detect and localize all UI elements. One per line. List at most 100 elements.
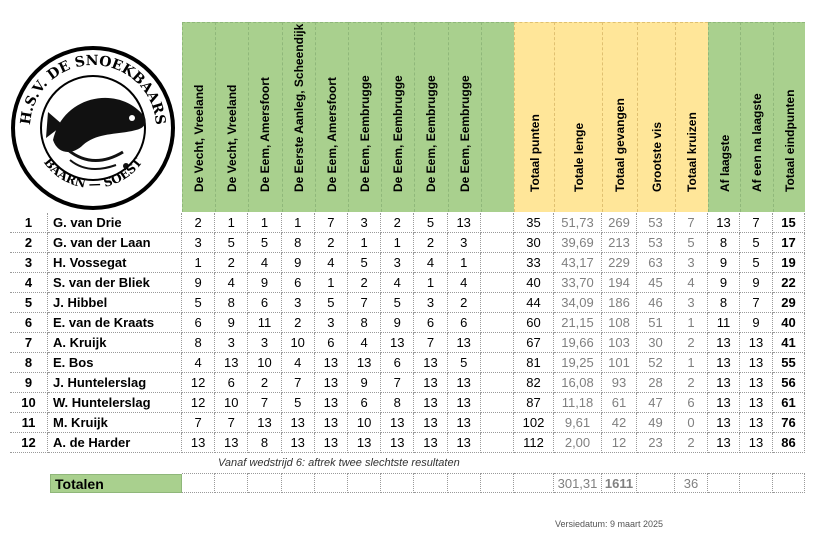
venue-score: 3 bbox=[248, 333, 282, 353]
header-stat-3: Totaal gevangen bbox=[602, 22, 637, 212]
drop-lowest: 13 bbox=[708, 373, 740, 393]
venue-score: 13 bbox=[281, 433, 315, 453]
final-points: 17 bbox=[773, 233, 805, 253]
header-venue-5: De Eem, Amersfoort bbox=[314, 22, 348, 212]
totals-label: Totalen bbox=[50, 474, 182, 493]
venue-score bbox=[480, 313, 514, 333]
total-crosses: 2 bbox=[675, 433, 708, 453]
venue-score: 6 bbox=[281, 273, 315, 293]
venue-score: 6 bbox=[314, 333, 348, 353]
venue-score: 13 bbox=[248, 413, 282, 433]
drop-lowest: 13 bbox=[708, 413, 740, 433]
total-caught: 213 bbox=[602, 233, 637, 253]
header-final-2-label: Af een na laagste bbox=[750, 93, 764, 192]
venue-score: 6 bbox=[348, 393, 382, 413]
final-points: 86 bbox=[773, 433, 805, 453]
total-points: 40 bbox=[514, 273, 554, 293]
venue-score: 10 bbox=[248, 353, 282, 373]
total-crosses: 2 bbox=[675, 373, 708, 393]
venue-score: 1 bbox=[414, 273, 448, 293]
angler-name: E. van de Kraats bbox=[48, 313, 182, 333]
header-stat-1: Totaal punten bbox=[514, 22, 554, 212]
table-row: 3 H. Vossegat 1 2 4 9 4 5 3 4 1 33 43,17 229 63 3 9 5 19 bbox=[10, 253, 810, 273]
biggest-fish: 53 bbox=[637, 213, 675, 233]
total-length: 33,70 bbox=[554, 273, 602, 293]
biggest-fish: 49 bbox=[637, 413, 675, 433]
header-stat-5: Totaal kruizen bbox=[675, 22, 708, 212]
biggest-fish: 52 bbox=[637, 353, 675, 373]
venue-score: 1 bbox=[182, 253, 216, 273]
venue-score: 2 bbox=[248, 373, 282, 393]
venue-score: 1 bbox=[248, 213, 282, 233]
header-venue-5-label: De Eem, Amersfoort bbox=[324, 77, 339, 192]
drop-second-lowest: 5 bbox=[740, 253, 773, 273]
final-points: 15 bbox=[773, 213, 805, 233]
venue-score: 2 bbox=[381, 213, 415, 233]
angler-name: J. Huntelerslag bbox=[48, 373, 182, 393]
venue-score: 3 bbox=[215, 333, 249, 353]
totals-length: 301,31 bbox=[554, 473, 602, 493]
venue-score: 3 bbox=[447, 233, 481, 253]
rank-cell: 5 bbox=[10, 293, 48, 313]
rank-cell: 3 bbox=[10, 253, 48, 273]
header-final-1-label: Af laagste bbox=[717, 134, 732, 192]
venue-score: 2 bbox=[281, 313, 315, 333]
venue-score: 1 bbox=[447, 253, 481, 273]
venue-score: 5 bbox=[447, 353, 481, 373]
final-points: 41 bbox=[773, 333, 805, 353]
venue-score: 2 bbox=[348, 273, 382, 293]
totals-row: 301,31 1611 36 bbox=[10, 473, 810, 493]
header-venue-4-label: De Eerste Aanleg, Scheendijk bbox=[291, 23, 306, 192]
header-venue-8-label: De Eem, Eembrugge bbox=[424, 75, 439, 192]
venue-score: 7 bbox=[182, 413, 216, 433]
header-stat-3-label: Totaal gevangen bbox=[613, 98, 627, 192]
total-points: 102 bbox=[514, 413, 554, 433]
header-venue-10 bbox=[480, 22, 514, 212]
header-venue-3-label: De Eem, Amersfoort bbox=[258, 77, 273, 192]
final-points: 56 bbox=[773, 373, 805, 393]
total-crosses: 1 bbox=[675, 353, 708, 373]
venue-score: 7 bbox=[281, 373, 315, 393]
venue-score: 10 bbox=[348, 413, 382, 433]
header-stat-4: Grootste vis bbox=[637, 22, 675, 212]
venue-score: 6 bbox=[447, 313, 481, 333]
venue-score bbox=[480, 353, 514, 373]
venue-score: 3 bbox=[348, 213, 382, 233]
header-venue-4: De Eerste Aanleg, Scheendijk bbox=[281, 22, 315, 212]
venue-score: 5 bbox=[215, 233, 249, 253]
venue-score: 2 bbox=[314, 233, 348, 253]
total-caught: 101 bbox=[602, 353, 637, 373]
venue-score: 13 bbox=[215, 353, 249, 373]
venue-score: 2 bbox=[447, 293, 481, 313]
venue-score bbox=[480, 393, 514, 413]
venue-score: 8 bbox=[381, 393, 415, 413]
table-row: 11 M. Kruijk 7 7 13 13 13 10 13 13 13 102 9,61 42 49 0 1… bbox=[10, 413, 810, 433]
venue-score: 13 bbox=[314, 433, 348, 453]
venue-score: 3 bbox=[314, 313, 348, 333]
total-crosses: 6 bbox=[675, 393, 708, 413]
drop-second-lowest: 9 bbox=[740, 313, 773, 333]
totals-cell bbox=[215, 473, 249, 493]
header-final-3: Totaal eindpunten bbox=[773, 22, 805, 212]
venue-score: 6 bbox=[381, 353, 415, 373]
totals-cell bbox=[447, 473, 481, 493]
venue-score: 5 bbox=[248, 233, 282, 253]
venue-score: 8 bbox=[281, 233, 315, 253]
total-length: 39,69 bbox=[554, 233, 602, 253]
venue-score: 5 bbox=[281, 393, 315, 413]
venue-score: 13 bbox=[447, 213, 481, 233]
biggest-fish: 46 bbox=[637, 293, 675, 313]
angler-name: M. Kruijk bbox=[48, 413, 182, 433]
version-date: Versiedatum: 9 maart 2025 bbox=[555, 519, 664, 529]
venue-score: 11 bbox=[248, 313, 282, 333]
venue-score: 8 bbox=[182, 333, 216, 353]
venue-score: 7 bbox=[314, 213, 348, 233]
venue-score bbox=[480, 213, 514, 233]
venue-score: 6 bbox=[215, 373, 249, 393]
venue-score: 9 bbox=[182, 273, 216, 293]
header-venue-7: De Eem, Eembrugge bbox=[381, 22, 415, 212]
discard-note: Vanaf wedstrijd 6: aftrek twee slechtste… bbox=[218, 457, 460, 469]
venue-score: 10 bbox=[281, 333, 315, 353]
venue-score: 1 bbox=[281, 213, 315, 233]
angler-name: G. van Drie bbox=[48, 213, 182, 233]
